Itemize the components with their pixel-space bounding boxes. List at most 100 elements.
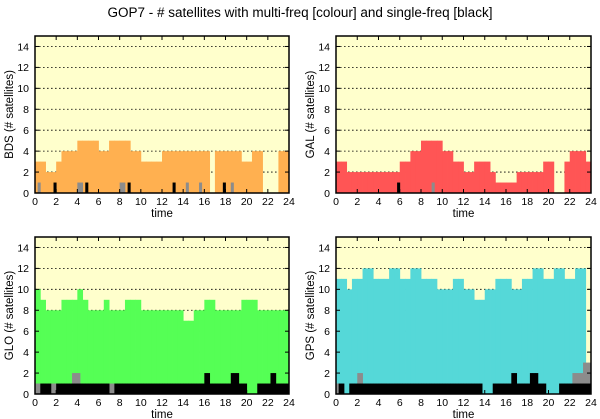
- bar-multi-freq: [82, 299, 89, 394]
- y-tick-label: 2: [324, 368, 330, 380]
- x-tick-label: 12: [458, 196, 470, 208]
- y-tick-label: 4: [23, 146, 29, 158]
- x-tick-label: 10: [135, 196, 147, 208]
- bar-single-freq-black: [426, 383, 430, 394]
- bar-single-freq-black: [527, 383, 531, 394]
- y-tick-label: 14: [318, 242, 330, 254]
- bar-multi-freq: [193, 310, 200, 394]
- bar-multi-freq: [495, 278, 502, 394]
- x-tick-label: 24: [283, 397, 295, 409]
- bar-multi-freq: [383, 278, 390, 394]
- bar-multi-freq: [367, 172, 374, 193]
- bar-single-freq-black: [580, 383, 584, 394]
- bar-single-freq-black: [66, 383, 70, 394]
- bar-multi-freq: [426, 140, 433, 193]
- bar-single-freq-gray: [122, 182, 126, 193]
- bar-single-freq-black: [85, 383, 89, 394]
- bar-multi-freq: [204, 151, 211, 193]
- x-tick-label: 20: [543, 196, 555, 208]
- bar-single-freq-black: [278, 383, 282, 394]
- bar-multi-freq: [225, 310, 232, 394]
- bar-single-freq-black: [53, 182, 57, 193]
- bar-single-freq-black: [575, 383, 579, 394]
- bar-multi-freq: [183, 320, 189, 394]
- y-tick-label: 12: [318, 62, 330, 74]
- x-tick-label: 12: [156, 196, 168, 208]
- x-tick-label: 24: [585, 196, 597, 208]
- y-tick-label: 8: [23, 305, 29, 317]
- bar-multi-freq: [140, 161, 147, 193]
- bar-single-freq-black: [241, 383, 245, 394]
- bar-multi-freq: [389, 268, 395, 394]
- bar-single-freq-black: [127, 182, 131, 193]
- bar-multi-freq: [98, 310, 105, 394]
- bar-single-freq-black: [537, 383, 541, 394]
- bar-single-freq-black: [381, 383, 385, 394]
- bar-single-freq-black: [402, 383, 406, 394]
- bar-multi-freq: [421, 278, 427, 394]
- x-tick-label: 6: [96, 397, 102, 409]
- bar-multi-freq: [484, 161, 491, 193]
- x-tick-label: 8: [117, 397, 123, 409]
- bar-single-freq-black: [72, 383, 76, 394]
- bar-multi-freq: [236, 310, 242, 394]
- bar-single-freq-black: [508, 383, 512, 394]
- bar-single-freq-gray: [37, 383, 41, 394]
- bar-multi-freq: [35, 161, 41, 193]
- bar-single-freq-black: [138, 383, 142, 394]
- bar-single-freq-black: [370, 383, 374, 394]
- bar-single-freq-black: [503, 383, 507, 394]
- bar-single-freq-black: [98, 383, 102, 394]
- bar-single-freq-black: [397, 383, 401, 394]
- bar-single-freq-black: [479, 383, 483, 394]
- bar-single-freq-black: [93, 383, 97, 394]
- bar-multi-freq: [580, 151, 587, 193]
- bar-single-freq-black: [106, 383, 110, 394]
- bar-multi-freq: [156, 161, 163, 193]
- bar-single-freq-black: [175, 383, 179, 394]
- bar-single-freq-black: [359, 383, 363, 394]
- bar-single-freq-black: [85, 182, 89, 193]
- bar-single-freq-black: [283, 383, 287, 394]
- bar-single-freq-black: [217, 383, 221, 394]
- bar-single-freq-black: [564, 383, 568, 394]
- bar-single-freq-black: [132, 383, 136, 394]
- x-tick-label: 18: [521, 196, 533, 208]
- bar-multi-freq: [346, 289, 353, 394]
- bar-single-freq-black: [511, 373, 515, 394]
- bar-single-freq-black: [455, 383, 459, 394]
- bar-single-freq-black: [87, 383, 91, 394]
- y-axis-label: GPS (# satellites): [305, 271, 317, 361]
- bar-multi-freq: [56, 310, 62, 394]
- bar-single-freq-black: [498, 383, 502, 394]
- bar-multi-freq: [336, 278, 342, 394]
- bar-multi-freq: [548, 161, 555, 193]
- bar-multi-freq: [167, 310, 173, 394]
- bar-single-freq-black: [61, 383, 65, 394]
- bar-multi-freq: [246, 299, 253, 394]
- bar-single-freq-black: [191, 383, 195, 394]
- x-tick-label: 2: [53, 196, 59, 208]
- bar-single-freq-black: [391, 383, 395, 394]
- bar-multi-freq: [66, 299, 73, 394]
- x-tick-label: 16: [198, 397, 210, 409]
- bar-single-freq-black: [222, 182, 226, 193]
- x-tick-label: 10: [135, 397, 147, 409]
- x-tick-label: 8: [418, 196, 424, 208]
- bar-single-freq-black: [383, 383, 387, 394]
- bar-single-freq-gray: [50, 383, 54, 394]
- bar-single-freq-black: [42, 383, 46, 394]
- y-tick-label: 0: [23, 188, 29, 200]
- bar-multi-freq: [278, 151, 285, 193]
- bar-single-freq-black: [354, 383, 358, 394]
- bar-multi-freq: [532, 172, 539, 193]
- bar-single-freq-black: [143, 383, 147, 394]
- bar-single-freq-black: [492, 383, 496, 394]
- bar-single-freq-black: [122, 383, 126, 394]
- bar-multi-freq: [77, 140, 84, 193]
- bar-single-freq-black: [559, 383, 563, 394]
- bar-single-freq-gray: [230, 182, 234, 193]
- bar-multi-freq: [162, 310, 168, 394]
- bar-single-freq-black: [452, 383, 456, 394]
